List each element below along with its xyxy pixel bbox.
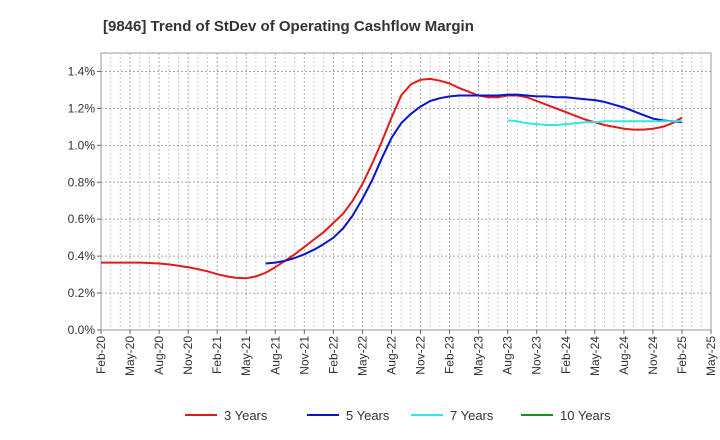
series-line-2	[265, 93, 683, 265]
series-line-3	[507, 119, 682, 126]
y-tick-label: 0.4%	[68, 249, 96, 263]
x-tick-label: Nov-24	[646, 336, 660, 375]
legend-label: 10 Years	[560, 408, 611, 423]
y-tick-label: 0.0%	[68, 323, 96, 337]
legend-label: 5 Years	[346, 408, 390, 423]
y-tick-label: 0.2%	[68, 286, 96, 300]
x-tick-label: Feb-24	[559, 336, 573, 374]
x-tick-label: Nov-22	[414, 336, 428, 375]
x-tick-label: Aug-22	[384, 336, 398, 375]
series-lines	[101, 77, 683, 280]
y-tick-label: 0.8%	[68, 175, 96, 189]
x-tick-label: Aug-24	[617, 336, 631, 375]
x-tick-label: May-24	[588, 336, 602, 376]
plot-area	[100, 52, 712, 331]
y-tick-label: 1.0%	[68, 138, 96, 152]
horizontal-gridlines	[101, 70, 711, 294]
x-tick-label: Feb-20	[94, 336, 108, 374]
x-tick-label: Nov-20	[181, 336, 195, 375]
x-tick-label: Aug-20	[152, 336, 166, 375]
x-tick-label: Feb-21	[210, 336, 224, 374]
y-tick-label: 0.6%	[68, 212, 96, 226]
x-tick-label: Feb-23	[443, 336, 457, 374]
x-tick-label: May-22	[355, 336, 369, 376]
x-tick-label: May-21	[239, 336, 253, 376]
x-tick-label: Nov-23	[530, 336, 544, 375]
y-tick-label: 1.4%	[68, 64, 96, 78]
x-tick-label: Aug-23	[501, 336, 515, 375]
x-tick-label: Feb-22	[326, 336, 340, 374]
series-line-1	[101, 77, 683, 280]
legend: 3 Years 5 Years 7 Years 10 Years	[185, 408, 611, 423]
x-tick-label: May-20	[123, 336, 137, 376]
y-axis: 0.0% 0.2% 0.4% 0.6% 0.8% 1.0% 1.2% 1.4%	[68, 64, 101, 337]
x-tick-label: Feb-25	[675, 336, 689, 374]
x-tick-label: Nov-21	[297, 336, 311, 375]
legend-label: 3 Years	[224, 408, 268, 423]
chart-title: [9846] Trend of StDev of Operating Cashf…	[103, 18, 474, 35]
x-axis: Feb-20 May-20 Aug-20 Nov-20 Feb-21 May-21 Aug-…	[94, 330, 718, 376]
x-tick-label: May-23	[472, 336, 486, 376]
y-tick-label: 1.2%	[68, 101, 96, 115]
x-tick-label: Aug-21	[268, 336, 282, 375]
x-tick-label: May-25	[704, 336, 718, 376]
legend-label: 7 Years	[450, 408, 494, 423]
